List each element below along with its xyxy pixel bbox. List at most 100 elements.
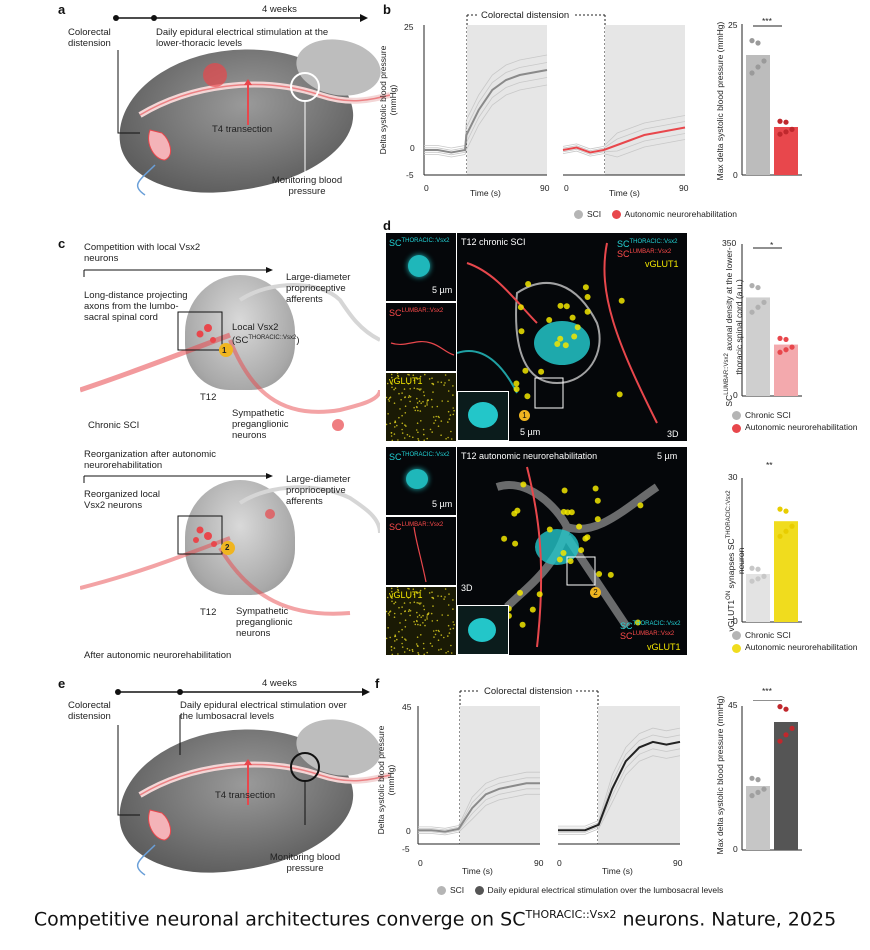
xtick-0-b: 0 <box>424 183 429 193</box>
panel-letter-f: f <box>375 676 380 691</box>
vglut1-puncta <box>431 596 433 599</box>
vglut1-puncta <box>440 634 443 636</box>
large-diameter-label-bottom: Large-diameter proprioceptive afferents <box>286 474 351 507</box>
vglut1-puncta <box>453 623 455 626</box>
transection-label-a: T4 transection <box>212 124 273 135</box>
vglut1-puncta <box>408 374 410 376</box>
competition-label: Competition with local Vsx2 neurons <box>84 242 201 264</box>
sympathetic-label-top: Sympathetic preganglionic neurons <box>232 408 289 441</box>
vglut1-puncta <box>416 377 418 379</box>
vglut1-puncta <box>409 614 411 617</box>
rehab-b-individual-trace <box>562 115 686 150</box>
vglut1-puncta <box>428 592 431 594</box>
vglut1-puncta <box>404 610 407 612</box>
t12-label-bottom: T12 <box>200 607 217 618</box>
synapses-d2-point <box>749 578 755 584</box>
vglut1-puncta <box>403 437 406 439</box>
large-diameter-label-top: Large-diameter proprioceptive afferents <box>286 272 351 305</box>
reorganization-arrow <box>83 473 273 483</box>
vglut1-puncta <box>409 396 412 398</box>
vglut1-puncta <box>406 647 409 650</box>
legend-chronic-d2: Chronic SCI <box>745 630 791 640</box>
vglut1-puncta <box>444 588 447 590</box>
vglut1-puncta <box>413 387 416 389</box>
vglut1-puncta <box>397 374 399 377</box>
vglut1-puncta <box>519 621 526 628</box>
vglut1-puncta <box>391 439 394 441</box>
bar-ytick-45-f: 45 <box>728 700 738 710</box>
vglut1-puncta <box>584 534 591 541</box>
legend-stim-f: Daily epidural electrical stimulation ov… <box>487 885 724 895</box>
tile-sc-lumbar-top: SC <box>389 308 402 318</box>
max-bp-b-point <box>783 119 789 125</box>
tile-vglut-bottom: vGLUT1 <box>386 587 456 655</box>
tag-3d-top: 3D <box>667 429 679 439</box>
vglut1-puncta <box>407 383 410 385</box>
sig-d1: * <box>770 240 774 250</box>
vglut1-puncta <box>419 624 422 626</box>
max-bp-b-point <box>749 70 755 76</box>
vglut1-puncta <box>440 420 443 422</box>
vglut1-puncta <box>452 621 454 623</box>
vglut1-puncta <box>430 612 433 615</box>
vglut1-puncta <box>404 619 407 621</box>
max-bp-b-point <box>755 64 761 70</box>
vglut1-puncta <box>420 616 422 618</box>
stimulus-leader-e <box>117 715 181 816</box>
ytick-25-b: 25 <box>404 22 414 32</box>
vglut1-puncta <box>397 439 399 441</box>
ylabel-f: Delta systolic blood pressure (mmHg) <box>376 725 396 835</box>
vglut1-puncta <box>436 619 439 622</box>
vglut1-puncta <box>450 438 453 440</box>
marker-2-d: 2 <box>590 587 601 598</box>
sig-b: *** <box>762 16 772 26</box>
marker-1-c: 1 <box>222 346 227 355</box>
vglut1-puncta <box>637 502 644 509</box>
vglut1-puncta <box>396 638 398 641</box>
max-bp-b-point <box>755 40 761 46</box>
vglut1-puncta <box>416 402 419 404</box>
max-bp-f-point <box>755 777 761 783</box>
vglut1-puncta <box>429 642 432 645</box>
inset-top <box>457 391 509 441</box>
vglut1-puncta <box>387 413 389 415</box>
bar-ylabel-d2-sc: SC <box>725 538 736 551</box>
vglut1-puncta <box>404 396 407 398</box>
axonal-density-d1-point <box>777 335 783 341</box>
vglut1-puncta <box>634 619 641 626</box>
vglut1-puncta <box>401 642 403 645</box>
vglut1-puncta <box>576 523 583 530</box>
vglut1-puncta <box>390 435 393 437</box>
legend-d2: Chronic SCI Autonomic neurorehabilitatio… <box>732 630 862 653</box>
vglut1-puncta <box>420 634 422 636</box>
vglut1-puncta <box>434 419 437 422</box>
big-sc-top: SC <box>617 239 630 249</box>
big-sc-lumbar-bottom: SC <box>620 631 633 641</box>
panel-letter-a: a <box>58 2 66 17</box>
vglut1-puncta <box>409 602 411 604</box>
vglut1-puncta <box>424 587 426 590</box>
vglut1-puncta <box>407 396 410 399</box>
bar-ylabel-d2-post: neuron <box>735 547 746 575</box>
vglut1-puncta <box>429 428 432 431</box>
vglut1-puncta <box>426 651 428 654</box>
legend-rehab-d1: Autonomic neurorehabilitation <box>745 422 858 433</box>
vglut1-puncta <box>405 425 407 427</box>
vglut1-puncta <box>416 397 418 400</box>
transection-label-e: T4 transection <box>215 790 276 801</box>
sci-b-individual-trace <box>424 62 548 151</box>
vglut1-puncta <box>413 620 415 623</box>
vglut1-puncta <box>412 650 414 653</box>
ytick-neg5-f: -5 <box>402 844 410 854</box>
caption-sup: THORACIC::Vsx2 <box>525 908 617 921</box>
vglut1-puncta <box>447 436 449 439</box>
bar-chart-b <box>741 24 802 176</box>
vglut1-puncta <box>423 647 425 650</box>
vglut1-puncta <box>417 652 419 654</box>
vglut1-puncta <box>512 540 519 547</box>
vglut1-puncta <box>448 632 451 634</box>
max-bp-f-point <box>783 732 789 738</box>
sig-d2: ** <box>766 460 773 470</box>
title-top-d: T12 chronic SCI <box>461 237 526 247</box>
stimulus-leader-a <box>117 50 140 134</box>
